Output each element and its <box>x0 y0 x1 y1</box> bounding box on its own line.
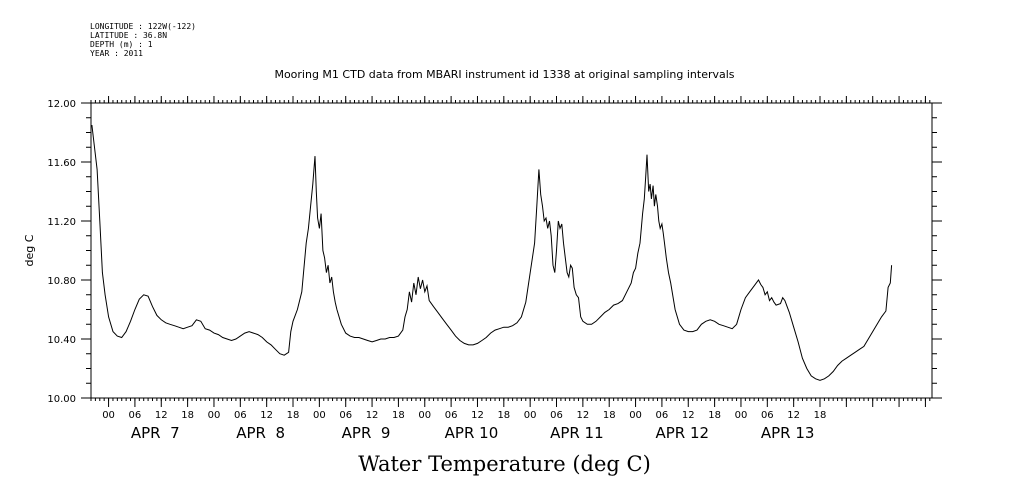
x-tick-label: 00 <box>102 410 115 421</box>
y-tick-label: 11.20 <box>47 217 76 228</box>
x-tick-label: 12 <box>787 410 800 421</box>
variable-title: Water Temperature (deg C) <box>358 452 651 476</box>
x-day-label: APR 8 <box>236 424 285 442</box>
series-layer <box>91 125 893 381</box>
year-label: YEAR : 2011 <box>90 49 143 58</box>
x-tick-label: 18 <box>497 410 510 421</box>
labels-layer: 00 06 12 18 00 06 12 18 00 06 12 18 00 06 12 18 00 06 12 18… <box>47 99 826 442</box>
y-tick-label: 10.00 <box>47 394 76 405</box>
x-tick-label: 06 <box>761 410 774 421</box>
x-tick-label: 12 <box>682 410 695 421</box>
x-tick-label: 18 <box>708 410 721 421</box>
x-tick-label: 12 <box>155 410 168 421</box>
x-day-label: APR 10 <box>445 424 499 442</box>
x-tick-label: 00 <box>418 410 431 421</box>
x-day-label: APR 11 <box>550 424 604 442</box>
x-tick-label: 06 <box>339 410 352 421</box>
x-tick-label: 00 <box>313 410 326 421</box>
x-tick-label: 18 <box>287 410 300 421</box>
plot-frame <box>90 102 933 399</box>
x-tick-label: 00 <box>629 410 642 421</box>
series-line <box>91 125 893 381</box>
latitude-label: LATITUDE : 36.8N <box>90 31 168 40</box>
x-tick-label: 12 <box>471 410 484 421</box>
x-tick-label: 00 <box>208 410 221 421</box>
x-tick-label: 18 <box>603 410 616 421</box>
x-tick-label: 12 <box>576 410 589 421</box>
x-tick-label: 06 <box>656 410 669 421</box>
y-tick-label: 12.00 <box>47 99 76 110</box>
x-tick-label: 18 <box>181 410 194 421</box>
x-day-label: APR 13 <box>761 424 815 442</box>
depth-label: DEPTH (m) : 1 <box>90 40 153 49</box>
ticks-layer <box>81 96 942 407</box>
y-tick-label: 10.40 <box>47 335 76 346</box>
x-tick-label: 06 <box>550 410 563 421</box>
longitude-label: LONGITUDE : 122W(-122) <box>90 22 196 31</box>
x-day-label: APR 7 <box>131 424 180 442</box>
x-tick-label: 18 <box>392 410 405 421</box>
x-tick-label: 12 <box>366 410 379 421</box>
x-tick-label: 06 <box>234 410 247 421</box>
x-tick-label: 06 <box>129 410 142 421</box>
x-day-label: APR 12 <box>655 424 709 442</box>
x-tick-label: 00 <box>735 410 748 421</box>
x-day-label: APR 9 <box>342 424 391 442</box>
x-tick-label: 18 <box>814 410 827 421</box>
y-axis-label: deg C <box>23 234 36 266</box>
y-tick-label: 11.60 <box>47 158 76 169</box>
x-tick-label: 06 <box>445 410 458 421</box>
chart-title: Mooring M1 CTD data from MBARI instrumen… <box>274 68 735 81</box>
x-tick-label: 00 <box>524 410 537 421</box>
x-tick-label: 12 <box>260 410 273 421</box>
y-tick-label: 10.80 <box>47 276 76 287</box>
